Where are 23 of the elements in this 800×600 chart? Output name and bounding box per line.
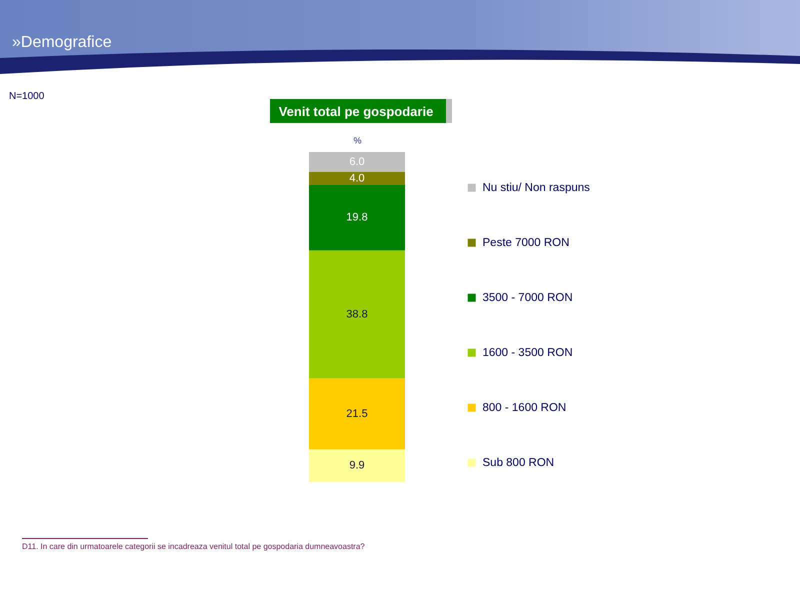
bar [309, 378, 405, 450]
data-label: 4.0 [349, 172, 365, 184]
bar [309, 449, 405, 482]
data-label: 9.9 [349, 460, 365, 472]
bar [309, 185, 405, 250]
legend-label: Peste 7000 RON [482, 236, 570, 249]
bar [309, 172, 405, 185]
data-label: 19.8 [346, 212, 368, 224]
text: N=1000 [9, 91, 45, 102]
legend-label: 1600 - 3500 RON [482, 346, 573, 359]
legend-label: Sub 800 RON [482, 456, 554, 469]
legend-label: 800 - 1600 RON [482, 402, 566, 414]
bar [309, 250, 405, 378]
legend-label: Nu stiu/ Non raspuns [482, 182, 590, 194]
bar [309, 152, 405, 172]
text: D11. In care din urmatoarele categorii se incadreaza venitul total pe gospodaria dumneavoastra? [22, 542, 366, 551]
y-axis-title: % [353, 136, 362, 146]
data-label: 38.8 [346, 308, 368, 320]
data-label: 6.0 [349, 156, 365, 168]
text: »Demografice [12, 34, 112, 51]
legend-label: 3500 - 7000 RON [482, 292, 573, 304]
data-label: 21.5 [346, 408, 368, 420]
chart-title: Venit total pe gospodarie [278, 104, 434, 119]
